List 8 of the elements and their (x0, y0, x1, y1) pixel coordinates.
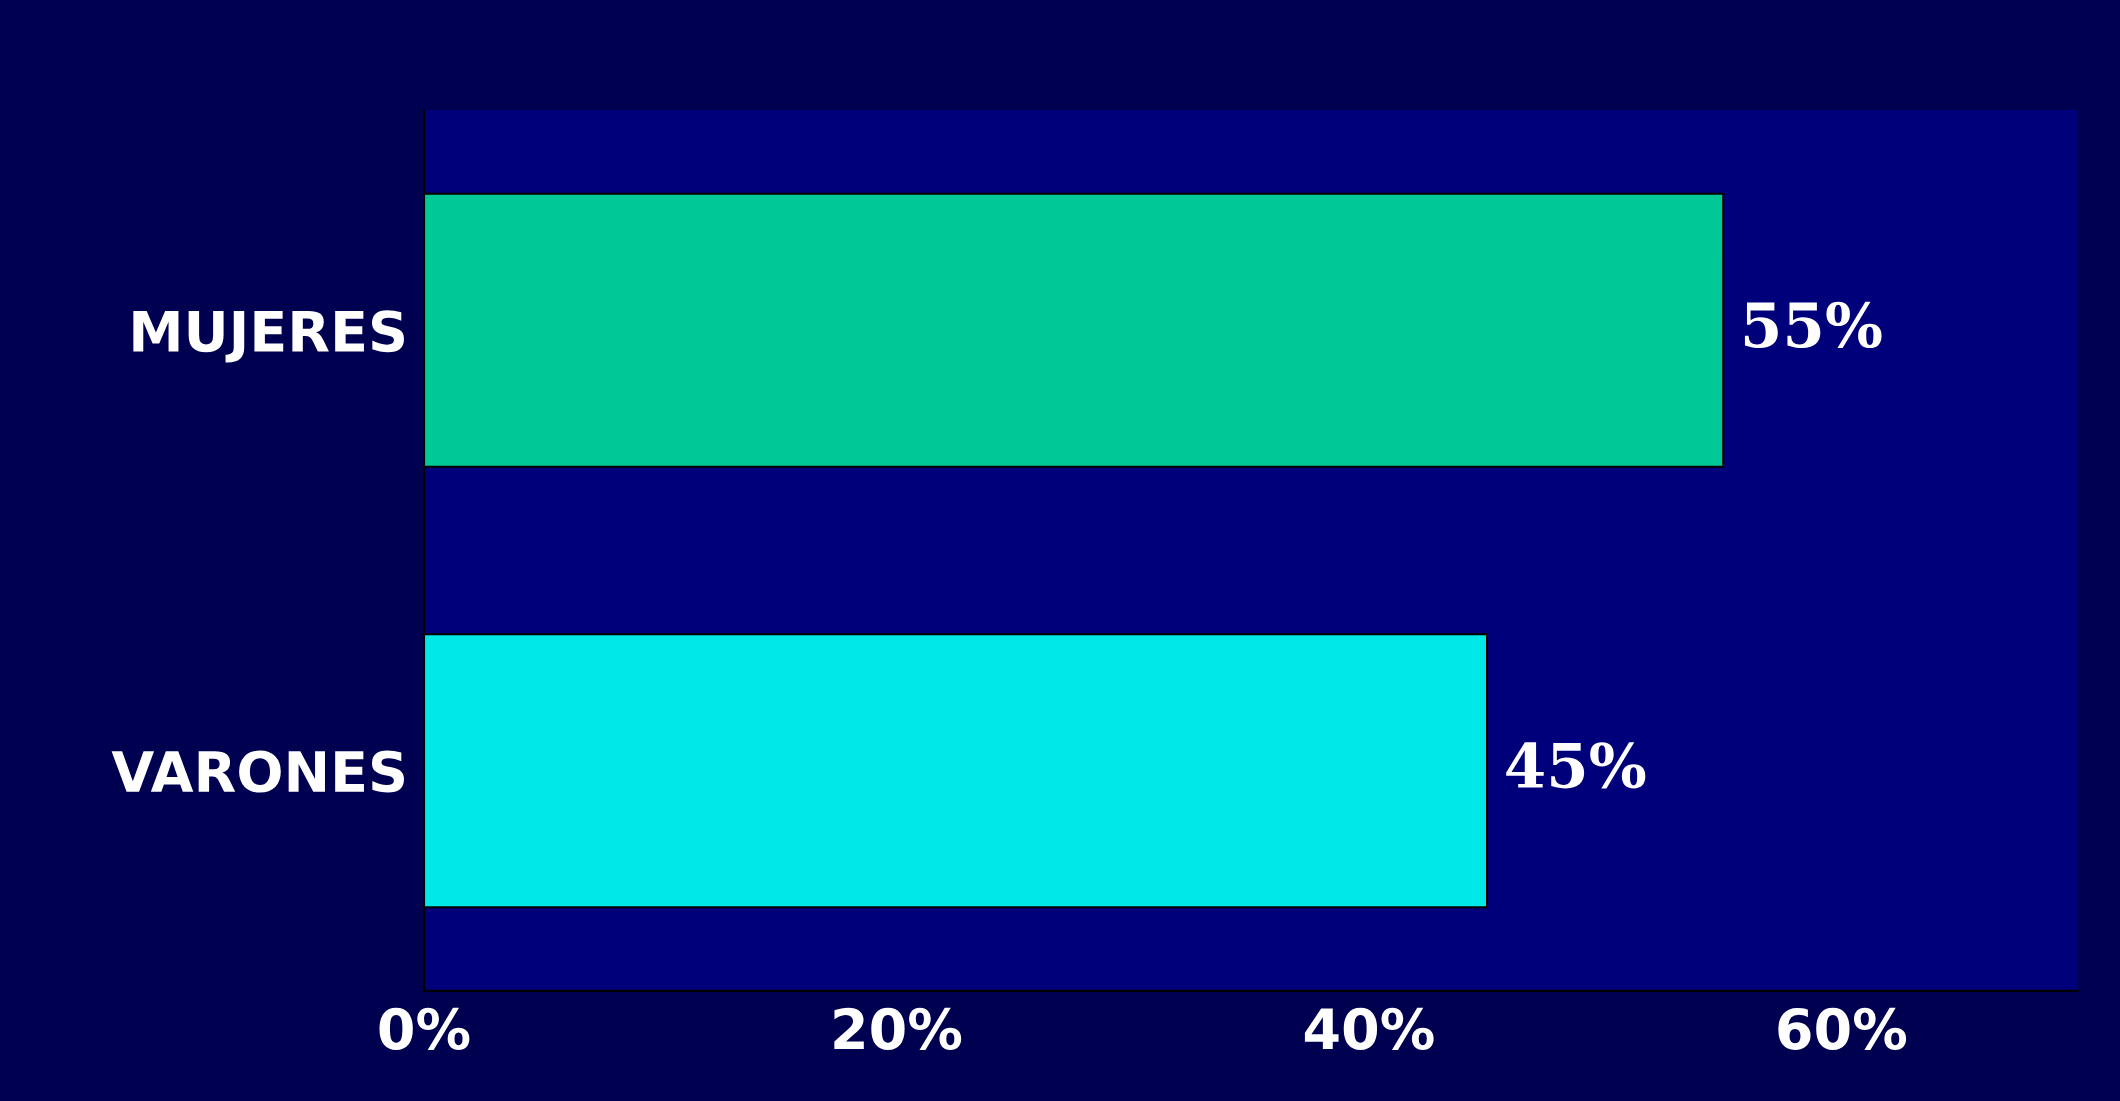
x-tick-label: 20% (834, 1007, 962, 1050)
x-tick-label: 0% (379, 1007, 470, 1050)
x-tick-label: 40% (1304, 1007, 1434, 1050)
data-label: 55% (1744, 301, 1882, 349)
x-tick-label: 60% (1778, 1007, 1907, 1050)
data-label: 45% (1506, 742, 1646, 789)
y-tick-label: VARONES (111, 750, 404, 793)
y-tick-label: MUJERES (133, 310, 404, 363)
